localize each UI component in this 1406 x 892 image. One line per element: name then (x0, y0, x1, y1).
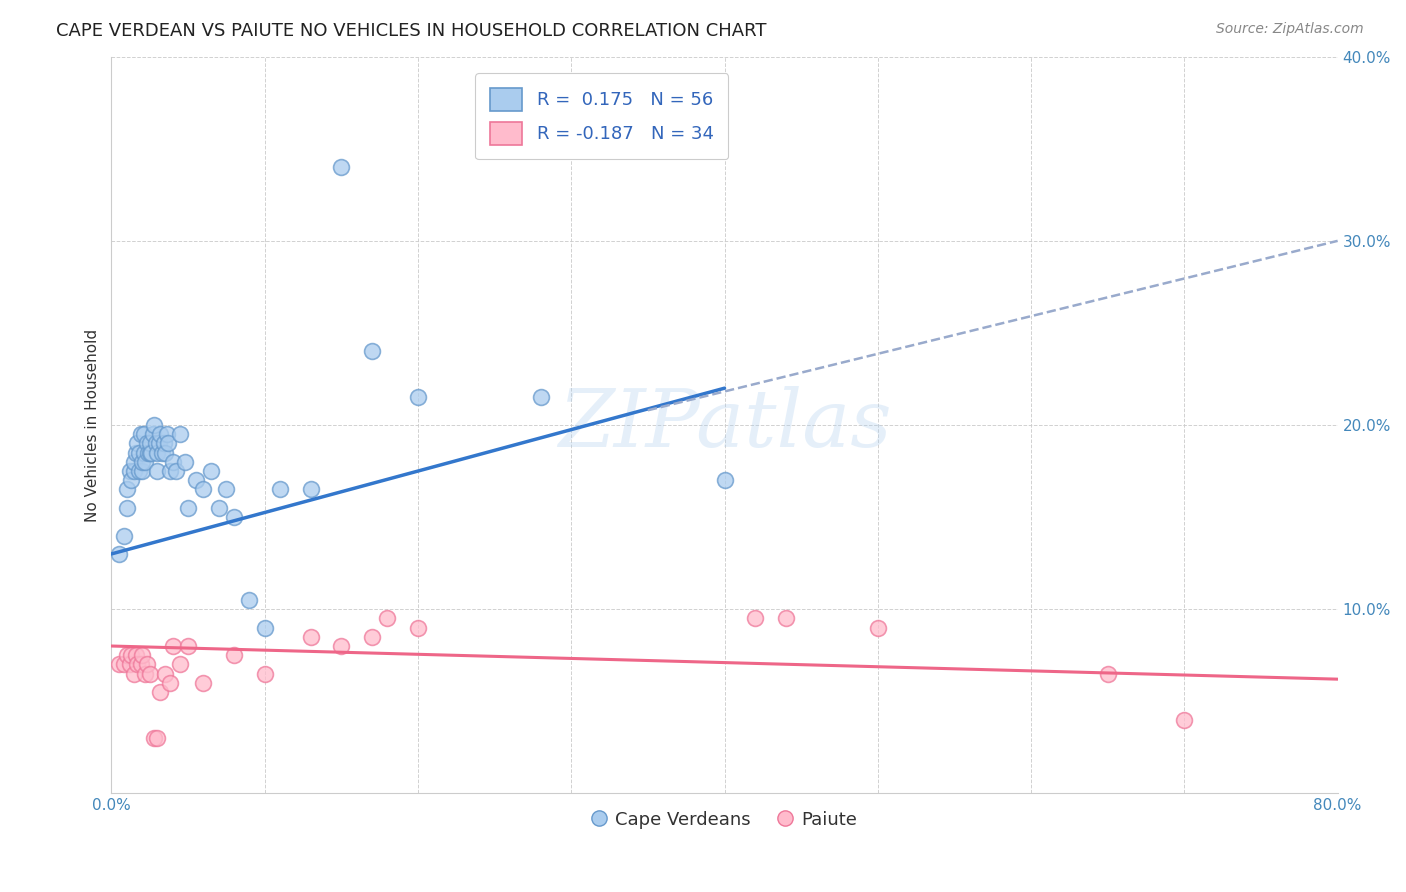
Point (142, 427, 165, 442)
Point (159, 676, 181, 690)
Point (713, 473, 735, 487)
Point (150, 445, 173, 459)
Point (149, 427, 172, 442)
Point (136, 445, 159, 459)
Point (184, 473, 207, 487)
Point (361, 630, 384, 644)
Point (143, 731, 166, 745)
Point (1173, 713, 1195, 727)
Point (120, 648, 142, 663)
Point (143, 417, 166, 432)
Point (406, 391, 429, 405)
Y-axis label: No Vehicles in Household: No Vehicles in Household (86, 328, 100, 522)
Point (131, 464, 153, 478)
Point (138, 666, 160, 681)
Point (529, 391, 551, 405)
Point (128, 445, 150, 459)
Point (132, 427, 155, 442)
Point (253, 621, 276, 635)
Point (141, 445, 163, 459)
Point (127, 436, 149, 450)
Point (146, 731, 169, 745)
Point (134, 455, 156, 469)
Point (775, 611, 797, 625)
Point (131, 648, 153, 663)
Point (174, 455, 197, 469)
Point (118, 657, 141, 672)
Point (330, 639, 353, 653)
Point (128, 464, 150, 478)
Point (112, 528, 135, 542)
Point (115, 648, 138, 663)
Point (124, 455, 146, 469)
Point (125, 648, 148, 663)
Point (177, 500, 200, 515)
Point (375, 611, 398, 625)
Point (129, 427, 152, 442)
Point (215, 483, 238, 497)
Point (108, 547, 131, 561)
Point (138, 436, 160, 450)
Point (200, 464, 222, 478)
Point (146, 445, 169, 459)
Point (162, 455, 184, 469)
Point (152, 436, 174, 450)
Point (108, 657, 131, 672)
Point (193, 676, 215, 690)
Point (165, 464, 187, 478)
Text: ZIPatlas: ZIPatlas (558, 386, 891, 464)
Point (149, 685, 172, 699)
Point (299, 483, 322, 497)
Point (135, 436, 157, 450)
Point (118, 464, 141, 478)
Point (112, 657, 135, 672)
Point (406, 621, 429, 635)
Point (169, 657, 191, 672)
Point (238, 593, 260, 607)
Point (269, 483, 291, 497)
Point (120, 473, 142, 487)
Point (330, 160, 353, 174)
Point (361, 344, 384, 359)
Point (124, 464, 146, 478)
Point (135, 657, 157, 672)
Point (132, 445, 155, 459)
Legend: Cape Verdeans, Paiute: Cape Verdeans, Paiute (585, 804, 865, 836)
Text: Source: ZipAtlas.com: Source: ZipAtlas.com (1216, 22, 1364, 37)
Point (131, 455, 153, 469)
Point (208, 500, 231, 515)
Point (138, 445, 160, 459)
Text: CAPE VERDEAN VS PAIUTE NO VEHICLES IN HOUSEHOLD CORRELATION CHART: CAPE VERDEAN VS PAIUTE NO VEHICLES IN HO… (56, 22, 766, 40)
Point (146, 464, 169, 478)
Point (1097, 666, 1119, 681)
Point (148, 436, 170, 450)
Point (129, 657, 152, 672)
Point (162, 639, 184, 653)
Point (177, 639, 200, 653)
Point (127, 657, 149, 672)
Point (157, 436, 180, 450)
Point (222, 648, 245, 663)
Point (253, 666, 276, 681)
Point (744, 611, 766, 625)
Point (145, 436, 167, 450)
Point (159, 464, 181, 478)
Point (153, 445, 176, 459)
Point (193, 483, 215, 497)
Point (153, 666, 176, 681)
Point (299, 630, 322, 644)
Point (115, 483, 138, 497)
Point (125, 445, 148, 459)
Point (115, 500, 138, 515)
Point (124, 666, 146, 681)
Point (866, 621, 889, 635)
Point (169, 427, 191, 442)
Point (155, 427, 177, 442)
Point (134, 666, 156, 681)
Point (222, 510, 245, 524)
